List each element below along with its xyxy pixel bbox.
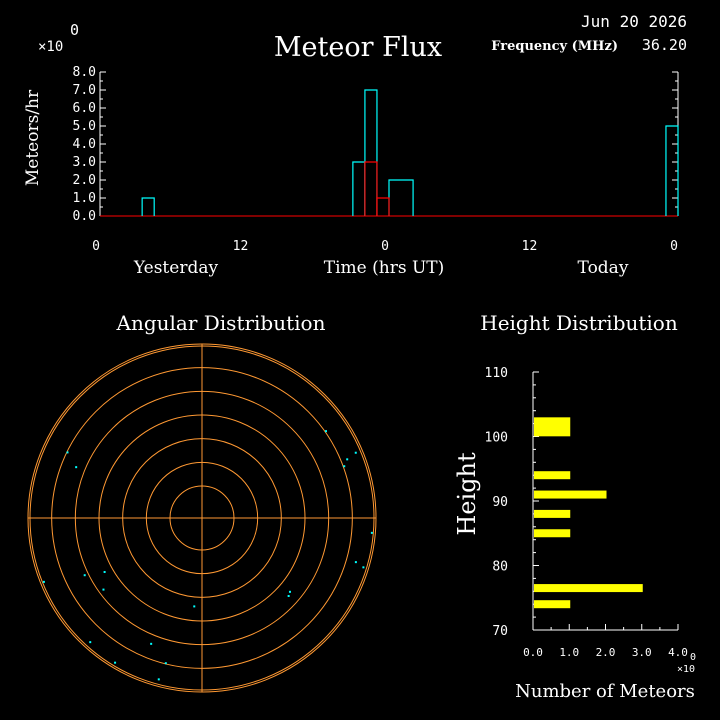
height-bar [534, 471, 571, 480]
flux-y-tick-label: 7.0 [73, 83, 96, 98]
polar-point [75, 466, 78, 469]
flux-chart: 0.0 1.0 2.0 3.0 4.0 5.0 6.0 7.0 8.0 0 12 0 12 0 [73, 65, 679, 254]
height-y-tick-label: 90 [492, 495, 508, 510]
height-bar [534, 584, 643, 593]
height-y-tick-label: 100 [485, 431, 508, 446]
polar-point [354, 561, 357, 564]
polar-point [66, 451, 69, 454]
height-bar [534, 417, 571, 437]
flux-day-right: Today [578, 258, 629, 278]
height-y-tick-label: 70 [492, 624, 508, 639]
flux-x-tick-label: 12 [233, 239, 249, 254]
flux-day-left: Yesterday [133, 258, 219, 278]
height-y-tick-label: 110 [485, 366, 508, 381]
height-y-axis-label: Height [453, 452, 481, 536]
frequency-label: Frequency (MHz) [491, 39, 618, 54]
polar-point [354, 451, 357, 454]
flux-x-tick-label: 12 [522, 239, 538, 254]
frequency-value: 36.20 [642, 36, 687, 54]
flux-y-tick-label: 0.0 [73, 209, 96, 224]
flux-x-ticks: 0 12 0 12 0 [92, 239, 678, 254]
height-title: Height Distribution [480, 311, 678, 335]
height-bar [534, 490, 607, 499]
height-y-tick-label: 80 [492, 560, 508, 575]
flux-y-tick-label: 8.0 [73, 65, 96, 80]
angular-distribution-chart [27, 343, 377, 693]
height-x-tick-label: 2.0 [596, 646, 616, 659]
flux-y-ticks: 0.0 1.0 2.0 3.0 4.0 5.0 6.0 7.0 8.0 [73, 65, 678, 224]
top-exponent: 0 [70, 21, 79, 39]
polar-point [346, 458, 349, 461]
height-bar [534, 529, 571, 538]
flux-x-tick-label: 0 [381, 239, 389, 254]
polar-point [114, 661, 117, 664]
angular-title: Angular Distribution [116, 311, 326, 335]
polar-point [343, 465, 346, 468]
flux-y-tick-label: 1.0 [73, 191, 96, 206]
flux-bar-red [364, 161, 378, 216]
height-x-tick-label: 3.0 [632, 646, 652, 659]
polar-point [164, 662, 167, 665]
height-bar [534, 600, 571, 609]
height-x-tick-label: 4.0 [668, 646, 688, 659]
flux-x-tick-label: 0 [92, 239, 100, 254]
height-bar [534, 509, 571, 518]
flux-y-tick-label: 2.0 [73, 173, 96, 188]
height-exponent: 0 [690, 652, 696, 663]
flux-bar-cyan [388, 179, 414, 216]
flux-x-axis-label: Time (hrs UT) [324, 258, 445, 278]
polar-point [103, 570, 106, 573]
polar-point [89, 641, 92, 644]
flux-bar-cyan [665, 125, 679, 216]
polar-point [42, 580, 45, 583]
polar-point [325, 430, 328, 433]
flux-bar-cyan [141, 197, 155, 216]
height-multiplier: ×10 [677, 664, 695, 675]
polar-point [370, 531, 373, 534]
height-x-tick-label: 0.0 [523, 646, 543, 659]
polar-point [362, 566, 365, 569]
polar-point [102, 588, 105, 591]
height-x-tick-label: 1.0 [559, 646, 579, 659]
flux-bars [100, 89, 679, 217]
flux-bar-cyan [352, 161, 366, 216]
flux-y-tick-label: 3.0 [73, 155, 96, 170]
flux-y-tick-label: 6.0 [73, 101, 96, 116]
top-multiplier: ×10 [38, 39, 63, 55]
flux-x-tick-label: 0 [670, 239, 678, 254]
page-title: Meteor Flux [274, 32, 442, 63]
polar-point [83, 574, 86, 577]
flux-y-tick-label: 4.0 [73, 137, 96, 152]
height-x-axis-label: Number of Meteors [515, 681, 695, 702]
height-distribution-chart: 70 80 90 100 110 0.0 1.0 2.0 3.0 4.0 [485, 366, 688, 659]
polar-point [287, 595, 290, 598]
polar-point [157, 678, 160, 681]
flux-y-tick-label: 5.0 [73, 119, 96, 134]
flux-y-axis-label: Meteors/hr [23, 89, 43, 186]
polar-point [150, 642, 153, 645]
polar-point [193, 605, 196, 608]
flux-bar-red [376, 197, 390, 216]
date-label: Jun 20 2026 [581, 12, 687, 31]
polar-point [288, 590, 291, 593]
flux-bar-cyan [364, 89, 378, 216]
